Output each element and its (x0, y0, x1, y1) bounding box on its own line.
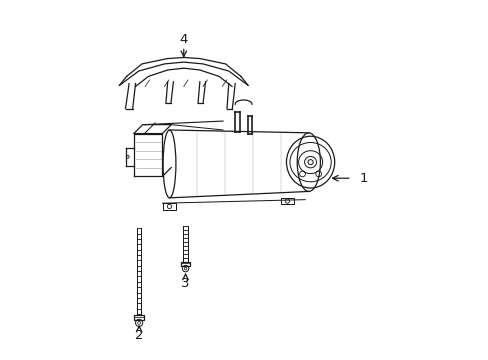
Bar (281, 198, 293, 204)
Bar (134, 315, 143, 320)
Bar (163, 203, 176, 210)
Text: 4: 4 (179, 33, 187, 46)
Text: 3: 3 (181, 277, 189, 290)
Bar (181, 262, 189, 266)
Text: 1: 1 (359, 172, 367, 185)
Text: 2: 2 (135, 329, 143, 342)
